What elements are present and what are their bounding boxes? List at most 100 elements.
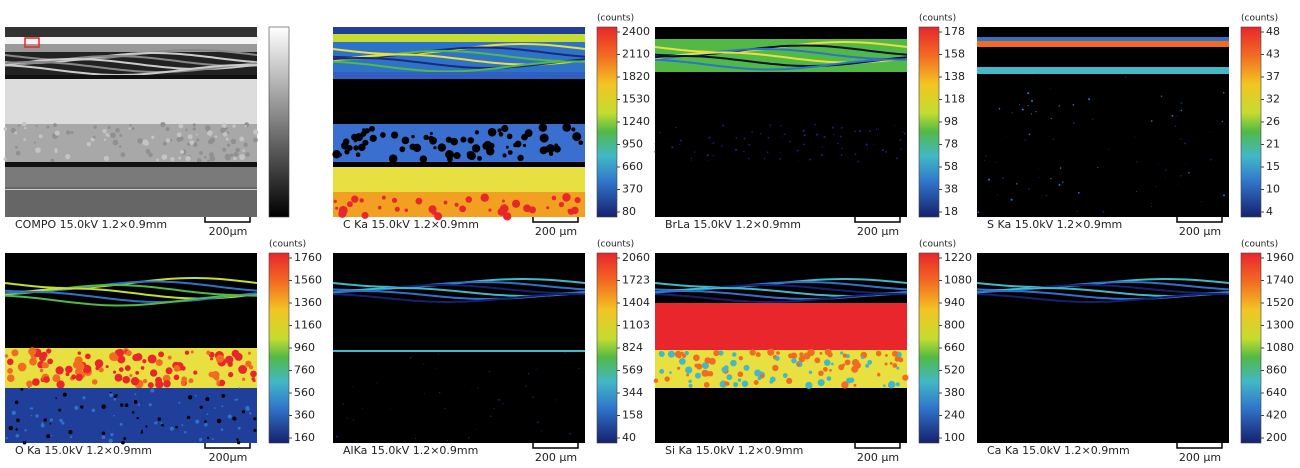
layer [333,253,585,443]
speck [877,128,880,130]
speck [120,403,124,407]
speck [170,139,173,142]
speck [160,121,166,128]
speck [1016,183,1018,185]
speck [192,142,198,147]
speck [40,351,48,359]
speck [527,372,530,375]
speck [734,148,738,152]
speck [887,382,895,389]
speck [112,139,119,146]
speck [477,387,479,389]
speck [823,135,826,138]
speck [412,143,422,153]
scale-tick-label: 78 [944,138,958,151]
speck [209,155,216,162]
speck [783,133,786,136]
color-scale [268,252,290,444]
scale-tick-label: 80 [622,205,636,218]
speck [336,435,339,438]
speck [61,421,65,425]
speck [196,158,202,163]
speck [155,380,164,389]
speck [239,154,245,160]
scale-bar-label: 200 μm [535,451,577,464]
speck [109,393,114,398]
speck [369,125,375,132]
speck [162,141,167,146]
speck [889,361,893,365]
speck [503,212,512,221]
scale-tick-label: 1300 [1266,319,1294,332]
speck [352,386,353,388]
speck [1058,105,1060,107]
speck [1032,78,1034,80]
speck [458,391,459,392]
fiber-layer [332,293,586,303]
speck [796,149,799,152]
speck [838,364,845,371]
scale-tick-label: 40 [622,431,636,444]
speck [861,356,864,360]
speck [488,208,492,212]
speck [253,428,257,433]
speck [229,153,234,157]
speck [1035,110,1037,113]
speck [186,415,191,420]
scale-tick-label: 660 [622,160,643,173]
speck [1088,98,1091,101]
speck [891,350,898,357]
speck [409,357,412,359]
speck [459,205,467,213]
fiber-layer [4,291,258,303]
speck [141,429,143,432]
speck [788,353,794,359]
speck [653,378,659,383]
speck [730,359,737,367]
speck [707,159,709,161]
speck [453,152,461,160]
scale-tick-label: 158 [622,409,643,422]
speck [134,393,137,396]
speck [1010,122,1012,123]
speck [818,370,824,377]
speck [885,150,888,153]
speck [786,377,793,384]
speck [572,132,582,142]
speck [140,431,144,434]
scale-tick-label: 344 [622,386,643,399]
color-scale [596,26,618,218]
speck [664,376,670,382]
speck [774,355,780,361]
speck [454,202,459,207]
speck [713,350,720,357]
speck [798,160,799,162]
speck [220,127,226,133]
speck [501,124,509,133]
speck [30,407,34,410]
speck [236,440,241,445]
speck [114,394,118,397]
speck [47,358,54,365]
speck [369,134,377,142]
speck [845,154,847,156]
speck [225,137,229,141]
speck [900,138,902,141]
speck [743,364,750,371]
speck [769,379,774,384]
speck [118,145,122,148]
speck [732,352,737,357]
speck [98,367,104,373]
speck [669,371,672,374]
speck [903,132,906,135]
speck [238,365,248,374]
speck [1180,109,1183,112]
speck [151,135,155,139]
speck [80,405,84,409]
speck [679,143,681,146]
speck [696,363,703,370]
speck [902,374,909,381]
scale-bar-label: 200 μm [857,451,899,464]
speck [165,367,173,375]
